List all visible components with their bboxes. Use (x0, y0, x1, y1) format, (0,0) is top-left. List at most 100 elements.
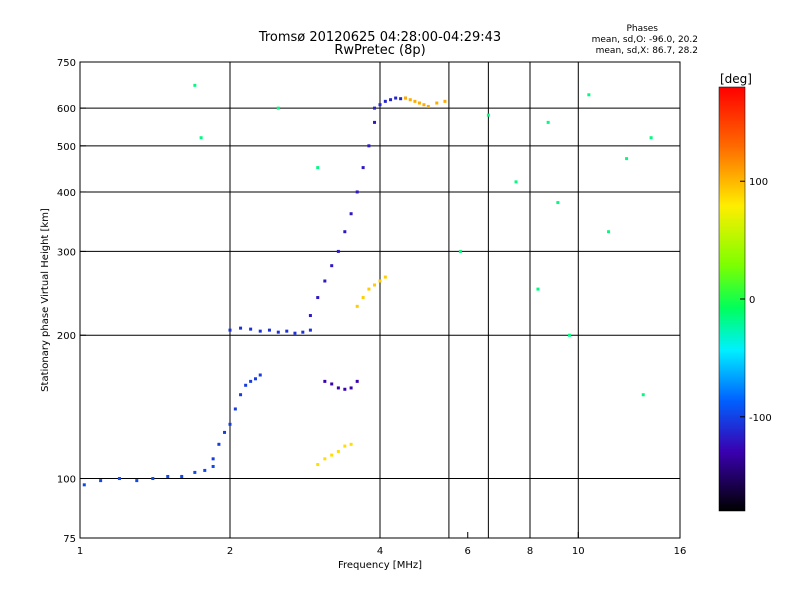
data-point (244, 383, 248, 387)
data-point (249, 379, 253, 383)
y-tick-label: 750 (57, 58, 76, 69)
data-point (567, 333, 571, 337)
data-point (316, 463, 320, 467)
data-point (308, 328, 312, 332)
chart-subtitle: RwPretec (8p) (334, 43, 425, 58)
y-tick-label: 400 (57, 188, 76, 199)
data-point (233, 407, 237, 411)
phases-box-title: Phases (626, 24, 658, 34)
data-point (253, 377, 257, 381)
data-point (323, 457, 327, 461)
data-point (546, 120, 550, 124)
data-point (556, 201, 560, 205)
data-point (403, 96, 407, 100)
data-point (361, 296, 365, 300)
phases-box-line-o: mean, sd,O: -96.0, 20.2 (592, 35, 698, 45)
data-point (514, 180, 518, 184)
data-point (285, 329, 289, 333)
colorbar-tick-label: 0 (749, 295, 755, 306)
data-point (323, 279, 327, 283)
data-point (166, 474, 170, 478)
x-axis-label: Frequency [MHz] (338, 560, 422, 571)
chart-title: Tromsø 20120625 04:28:00-04:29:43 (258, 30, 501, 45)
data-point (323, 379, 327, 383)
phases-box-line-x: mean, sd,X: 86.7, 28.2 (596, 46, 698, 56)
data-point (82, 483, 86, 487)
data-point (330, 453, 334, 457)
data-point (649, 136, 653, 140)
data-point (180, 474, 184, 478)
data-point (211, 457, 215, 461)
data-point (301, 330, 305, 334)
data-point (223, 430, 227, 434)
data-point (349, 386, 353, 390)
y-tick-label: 200 (57, 331, 76, 342)
y-tick-label: 600 (57, 104, 76, 115)
x-tick-label: 1 (77, 546, 83, 557)
x-tick-label: 2 (227, 546, 233, 557)
data-point (239, 326, 243, 330)
data-point (151, 477, 155, 481)
data-point (607, 230, 611, 234)
data-point (343, 444, 347, 448)
data-point (587, 93, 591, 97)
data-point (383, 275, 387, 279)
data-point (435, 101, 439, 105)
x-tick-label: 10 (572, 546, 585, 557)
data-points (82, 83, 653, 487)
data-point (330, 382, 334, 386)
data-point (258, 373, 262, 377)
x-tick-label: 8 (527, 546, 533, 557)
data-point (258, 329, 262, 333)
y-tick-label: 100 (57, 475, 76, 486)
data-point (228, 422, 232, 426)
data-point (349, 442, 353, 446)
colorbar-ticks: 100 0 -100 (740, 177, 772, 424)
data-point (486, 113, 490, 117)
data-point (217, 442, 221, 446)
data-point (389, 98, 393, 102)
data-point (336, 249, 340, 253)
y-tick-label: 75 (63, 534, 76, 545)
data-point (625, 157, 629, 161)
data-point (378, 103, 382, 107)
data-point (413, 99, 417, 103)
data-point (373, 120, 377, 124)
data-point (383, 99, 387, 103)
data-point (361, 166, 365, 170)
gridlines (80, 62, 680, 538)
data-point (203, 468, 207, 472)
data-point (193, 83, 197, 87)
data-point (399, 97, 403, 101)
data-point (355, 190, 359, 194)
data-point (426, 104, 430, 108)
data-point (239, 393, 243, 397)
data-point (355, 379, 359, 383)
x-tick-label: 6 (465, 546, 471, 557)
data-point (536, 287, 540, 291)
data-point (373, 106, 377, 110)
data-point (336, 386, 340, 390)
colorbar-label: [deg] (720, 72, 752, 86)
data-point (343, 387, 347, 391)
data-point (378, 279, 382, 283)
data-point (349, 212, 353, 216)
data-point (394, 96, 398, 100)
data-point (308, 314, 312, 318)
data-point (199, 136, 203, 140)
data-point (355, 304, 359, 308)
data-point (343, 230, 347, 234)
data-point (117, 477, 121, 481)
data-point (367, 144, 371, 148)
data-point (408, 98, 412, 102)
data-point (99, 479, 103, 483)
data-point (267, 328, 271, 332)
colorbar-tick-label: -100 (749, 413, 772, 424)
data-point (422, 103, 426, 107)
data-point (443, 99, 447, 103)
data-point (330, 264, 334, 268)
data-point (135, 479, 139, 483)
x-tick-label: 4 (377, 546, 383, 557)
data-point (211, 464, 215, 468)
